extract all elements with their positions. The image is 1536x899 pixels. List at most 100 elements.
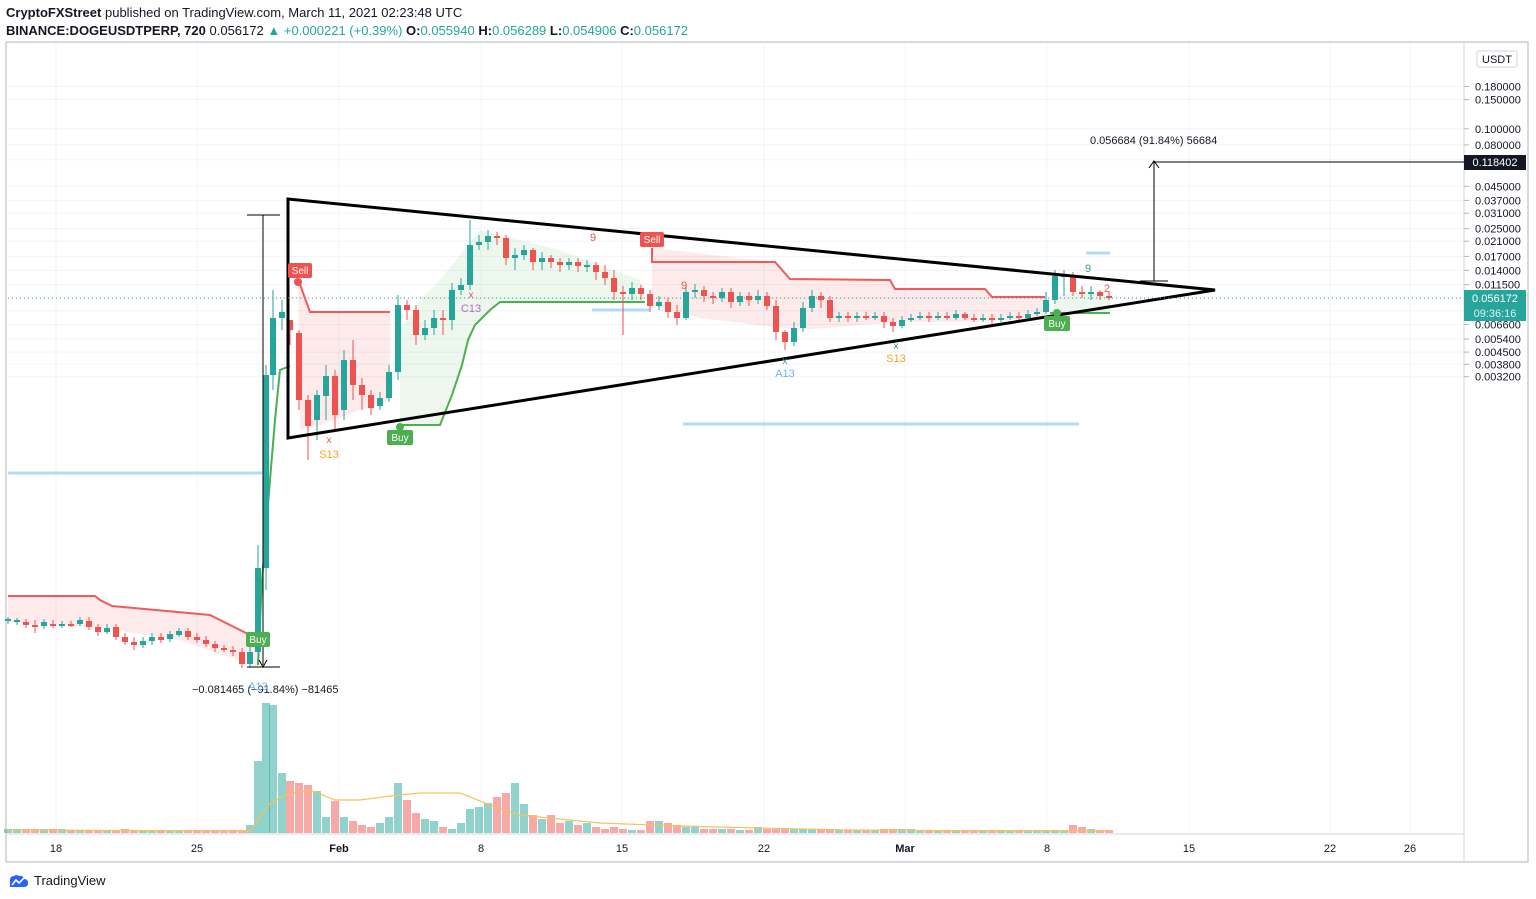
volume-bar-8: [76, 830, 84, 833]
candle-116: [1043, 300, 1049, 312]
currency-badge[interactable]: [1476, 50, 1518, 68]
volume-bar-57: [511, 783, 519, 833]
volume-bar-75: [673, 825, 681, 833]
volume-bar-109: [979, 830, 987, 833]
volume-bar-102: [916, 830, 924, 833]
high-label: H:: [478, 23, 493, 38]
candle-10: [95, 627, 101, 632]
buy-signal-2-text: Buy: [391, 433, 408, 444]
time-tick-6: Mar: [895, 843, 915, 855]
volume-bar-104: [934, 830, 942, 833]
open-label: O:: [406, 23, 421, 38]
candle-29: [263, 375, 269, 568]
tradingview-logo[interactable]: TradingView: [6, 873, 106, 888]
candle-86: [773, 306, 779, 332]
volume-bar-108: [970, 830, 978, 833]
candle-33: [296, 333, 302, 400]
candle-73: [656, 302, 662, 306]
candle-8: [77, 620, 83, 624]
candle-62: [557, 262, 563, 265]
candle-106: [953, 314, 959, 318]
volume-bar-34: [304, 785, 312, 833]
currency-label: USDT: [1482, 54, 1512, 66]
candle-67: [602, 272, 608, 278]
sell-trend-line-3: [651, 248, 1045, 298]
candle-93: [836, 316, 842, 318]
author-name[interactable]: CryptoFXStreet: [6, 5, 102, 20]
volume-bar-32: [286, 781, 294, 833]
candle-65: [584, 265, 590, 267]
candle-12: [113, 627, 119, 637]
volume-bar-60: [538, 819, 546, 833]
candle-23: [212, 644, 218, 648]
price-tick-6: 0.037000: [1475, 195, 1521, 207]
countdown-label: 09:36:16: [1474, 308, 1517, 320]
volume-bar-15: [139, 830, 147, 833]
price-tick-17: 0.004500: [1475, 347, 1521, 359]
volume-bar-100: [898, 829, 906, 833]
candle-15: [140, 641, 146, 645]
candle-43: [386, 372, 392, 398]
candle-54: [485, 236, 491, 242]
price-tick-16: 0.005400: [1475, 334, 1521, 346]
candle-58: [521, 250, 527, 255]
candle-20: [185, 631, 191, 637]
candle-51: [458, 285, 464, 290]
volume-bar-85: [763, 829, 771, 833]
volume-bar-59: [529, 815, 537, 833]
time-tick-10: 26: [1404, 843, 1416, 855]
volume-bar-43: [385, 817, 393, 833]
volume-bar-68: [610, 827, 618, 833]
volume-bar-6: [58, 829, 66, 833]
volume-ma-line: [7, 789, 1110, 832]
candle-81: [728, 292, 734, 302]
price-tick-10: 0.017000: [1475, 251, 1521, 263]
volume-bar-78: [700, 829, 708, 833]
volume-bar-51: [457, 823, 465, 833]
candle-120: [1079, 292, 1085, 294]
buy-trend-line-2: [400, 301, 645, 426]
price-tick-3: 0.080000: [1475, 140, 1521, 152]
candle-31: [279, 312, 285, 318]
volume-bar-64: [574, 825, 582, 833]
volume-bar-14: [130, 830, 138, 833]
candle-109: [980, 318, 986, 320]
candle-107: [962, 314, 968, 318]
volume-bar-2: [22, 829, 30, 833]
candle-53: [476, 242, 482, 245]
volume-bar-10: [94, 830, 102, 833]
sell-trend-line-2: [297, 277, 390, 313]
candle-76: [683, 292, 689, 318]
volume-bar-96: [862, 830, 870, 833]
volume-bar-4: [40, 829, 48, 833]
volume-bar-69: [619, 829, 627, 833]
volume-bar-106: [952, 830, 960, 833]
candle-66: [593, 265, 599, 272]
td-label-2: 2: [1104, 283, 1110, 295]
triangle-pattern: [286, 197, 1216, 440]
candle-26: [239, 652, 245, 664]
candle-79: [710, 296, 716, 298]
volume-bar-19: [175, 830, 183, 833]
volume-bar-48: [430, 821, 438, 833]
candle-103: [926, 316, 932, 318]
volume-bar-65: [583, 823, 591, 833]
candle-56: [503, 238, 509, 258]
candle-17: [158, 637, 164, 640]
candle-72: [647, 294, 653, 306]
price-tick-1: 0.150000: [1475, 95, 1521, 107]
price-tick-8: 0.025000: [1475, 224, 1521, 236]
volume-bar-47: [421, 819, 429, 833]
symbol-name[interactable]: BINANCE:DOGEUSDTPERP, 720: [6, 23, 206, 38]
volume-bar-40: [358, 825, 366, 833]
sell-signal-1: Sell: [288, 263, 312, 286]
candle-36: [323, 376, 329, 396]
volume-bar-3: [31, 829, 39, 833]
volume-bar-31: [278, 773, 286, 833]
volume-bar-37: [331, 801, 339, 833]
candle-1: [14, 620, 20, 622]
candle-9: [86, 621, 92, 627]
candle-35: [314, 395, 320, 420]
sell-signal-1-text: Sell: [292, 266, 309, 277]
